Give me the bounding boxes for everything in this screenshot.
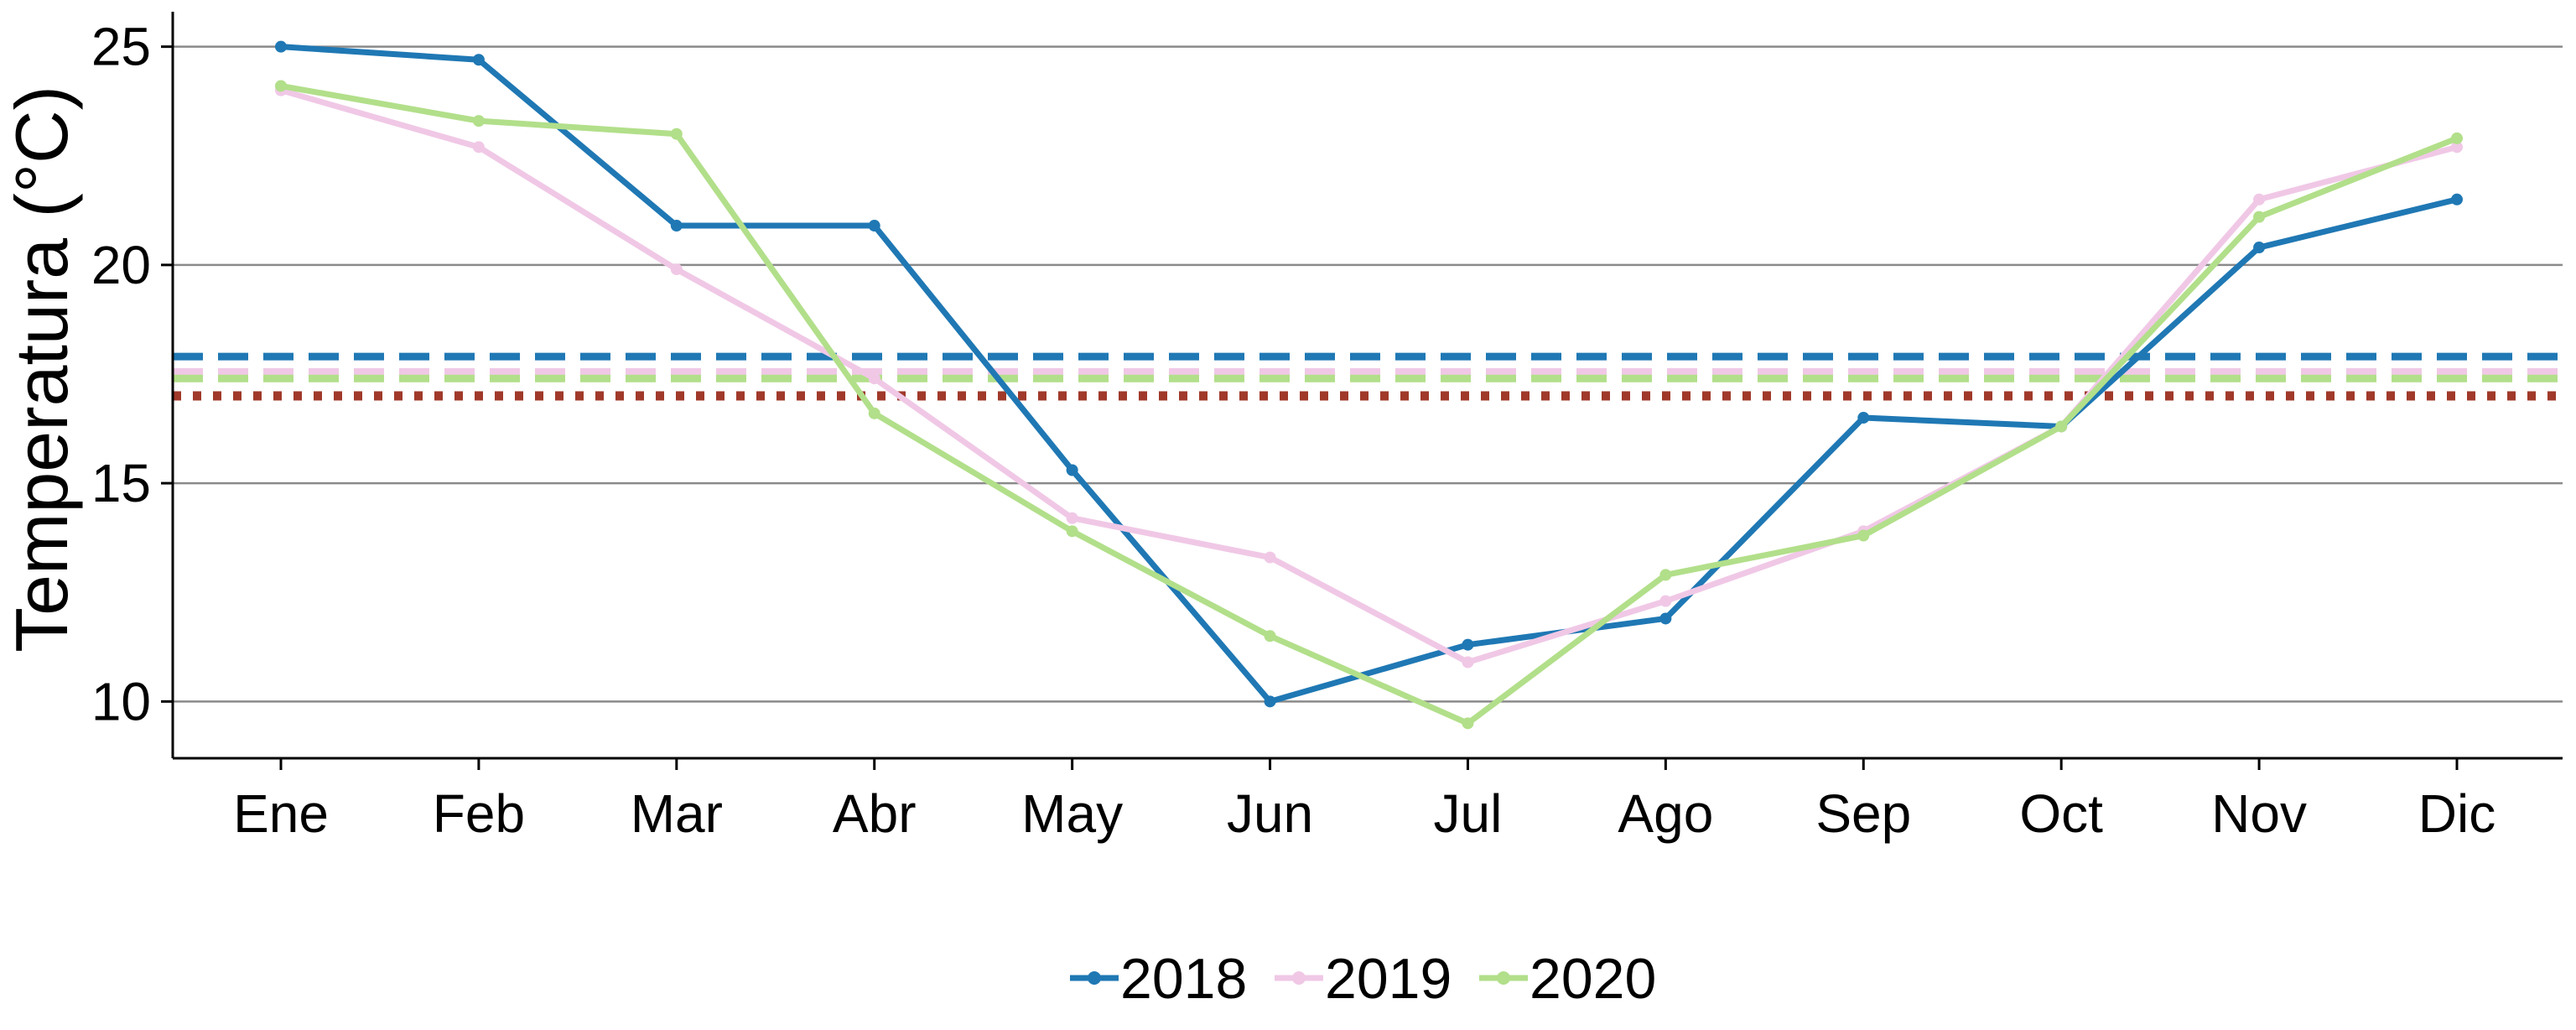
data-point-2020-May — [1066, 525, 1078, 538]
data-point-2018-Mar — [670, 220, 683, 232]
x-tick-label: Oct — [2019, 783, 2103, 844]
x-tick-label: Dic — [2418, 783, 2496, 844]
data-point-2019-Nov — [2253, 193, 2266, 205]
legend-swatch-point — [1497, 971, 1510, 985]
data-point-2018-Ago — [1659, 612, 1672, 625]
x-tick-label: Jun — [1227, 783, 1313, 844]
data-point-2018-Feb — [472, 54, 485, 66]
legend-label: 2020 — [1530, 947, 1656, 1011]
data-point-2020-Oct — [2055, 420, 2068, 433]
data-point-2020-Nov — [2253, 211, 2266, 223]
legend-swatch-point — [1088, 971, 1101, 985]
data-point-2020-Abr — [868, 407, 880, 419]
data-point-2020-Jul — [1462, 717, 1474, 730]
x-tick-label: Ago — [1618, 783, 1713, 844]
x-tick-label: Feb — [433, 783, 525, 844]
x-tick-labels: Ene Feb Mar Abr May Jun Jul Ago Sep Oct Nov Dic — [233, 783, 2496, 844]
x-tick-label: Ene — [233, 783, 329, 844]
data-point-2018-Dic — [2451, 193, 2463, 205]
data-point-2020-Dic — [2451, 132, 2463, 144]
axes — [161, 12, 2563, 770]
data-point-2020-Ene — [275, 80, 287, 92]
legend-item-2018: 2018 — [1070, 947, 1247, 1011]
legend-item-2019: 2019 — [1275, 947, 1452, 1011]
data-point-2018-Ene — [275, 40, 287, 53]
x-tick-label: Nov — [2211, 783, 2307, 844]
y-tick-label: 25 — [91, 17, 151, 77]
y-tick-label: 10 — [91, 671, 151, 731]
y-tick-labels: 10 15 20 25 — [91, 17, 151, 732]
series-2020 — [275, 80, 2463, 730]
data-point-2019-Feb — [472, 141, 485, 153]
x-tick-label: Jul — [1434, 783, 1503, 844]
legend-swatch-point — [1292, 971, 1306, 985]
x-tick-label: May — [1021, 783, 1123, 844]
y-tick-label: 20 — [91, 235, 151, 295]
series-line-2020 — [278, 82, 2460, 726]
data-point-2019-Abr — [868, 372, 880, 385]
legend: 2018 2019 2020 — [1070, 947, 1656, 1011]
data-point-2020-Mar — [670, 127, 683, 140]
x-tick-label: Sep — [1815, 783, 1911, 844]
legend-label: 2019 — [1325, 947, 1452, 1011]
data-point-2019-Dic — [2451, 141, 2463, 153]
data-point-2018-Abr — [868, 220, 880, 232]
series-lines — [275, 40, 2463, 730]
data-point-2018-Sep — [1857, 412, 1870, 424]
x-tick-label: Mar — [631, 783, 723, 844]
data-point-2018-Jul — [1462, 638, 1474, 651]
y-axis-title: Temperatura (°C) — [0, 86, 83, 653]
data-point-2019-Jun — [1264, 551, 1276, 564]
data-point-2020-Jun — [1264, 630, 1276, 642]
reference-lines — [173, 352, 2563, 401]
data-point-2018-Nov — [2253, 242, 2266, 254]
legend-item-2020: 2020 — [1479, 947, 1656, 1011]
data-point-2019-Ago — [1659, 595, 1672, 607]
data-point-2019-Jul — [1462, 656, 1474, 668]
data-point-2018-Jun — [1264, 695, 1276, 708]
data-point-2018-May — [1066, 464, 1078, 476]
gridlines — [173, 45, 2563, 703]
legend-label: 2018 — [1120, 947, 1247, 1011]
data-point-2020-Feb — [472, 115, 485, 127]
y-tick-label: 15 — [91, 453, 151, 513]
data-point-2019-May — [1066, 512, 1078, 524]
data-point-2020-Sep — [1857, 529, 1870, 542]
data-point-2019-Mar — [670, 263, 683, 276]
data-point-2020-Ago — [1659, 569, 1672, 581]
series-line-2018 — [278, 44, 2460, 705]
x-tick-label: Abr — [833, 783, 917, 844]
